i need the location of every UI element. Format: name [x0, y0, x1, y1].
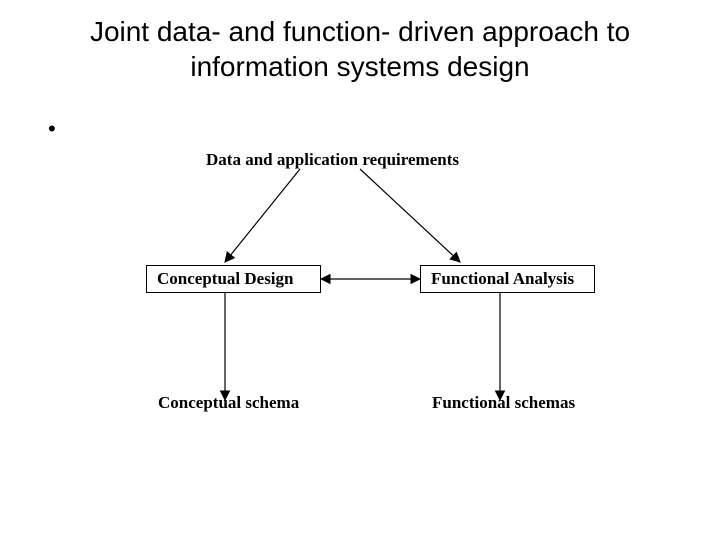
- slide-title: Joint data- and function- driven approac…: [40, 14, 680, 84]
- node-conceptual-schema: Conceptual schema: [158, 393, 299, 413]
- node-conceptual-design-label: Conceptual Design: [157, 269, 293, 289]
- slide: Joint data- and function- driven approac…: [0, 0, 720, 540]
- node-functional-analysis: Functional Analysis: [420, 265, 595, 293]
- edge: [360, 169, 460, 262]
- node-conceptual-design: Conceptual Design: [146, 265, 321, 293]
- node-functional-analysis-label: Functional Analysis: [431, 269, 574, 289]
- node-top-label: Data and application requirements: [206, 150, 459, 170]
- node-functional-schemas: Functional schemas: [432, 393, 575, 413]
- bullet-dot: •: [48, 116, 56, 142]
- edge: [225, 169, 300, 262]
